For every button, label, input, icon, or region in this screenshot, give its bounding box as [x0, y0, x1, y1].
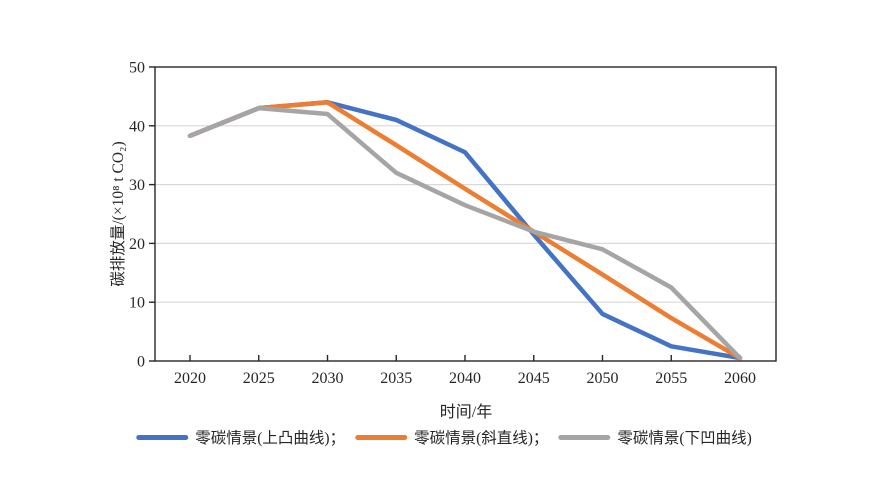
series-line-concave	[187, 105, 743, 361]
y-tick-label: 20	[129, 236, 145, 253]
x-tick-label: 2055	[655, 370, 687, 387]
legend-item-concave: 零碳情景(下凹曲线)	[558, 426, 752, 448]
gridlines	[155, 125, 776, 303]
y-tick-label: 40	[129, 118, 145, 135]
x-tick-label: 2020	[174, 370, 206, 387]
x-tick-label: 2060	[724, 370, 756, 387]
legend: 零碳情景(上凸曲线)； 零碳情景(斜直线)； 零碳情景(下凹曲线)	[136, 426, 752, 448]
legend-item-straight: 零碳情景(斜直线)；	[355, 426, 548, 448]
legend-label-straight: 零碳情景(斜直线)；	[414, 430, 549, 447]
x-axis-ticks: 2020 2025 2030 2035 2040 2045 2050 2055 2060	[174, 355, 756, 387]
legend-label-concave: 零碳情景(下凹曲线)	[617, 430, 752, 447]
y-tick-label: 10	[129, 295, 145, 312]
y-tick-label: 0	[137, 354, 145, 371]
y-tick-label: 50	[129, 60, 145, 77]
series-line-convex	[187, 100, 743, 361]
legend-label-convex: 零碳情景(上凸曲线)；	[195, 430, 346, 447]
legend-swatch-convex-line	[136, 434, 189, 440]
x-tick-label: 2045	[518, 370, 550, 387]
legend-swatch-straight-line	[355, 434, 408, 440]
legend-swatch-concave-line	[558, 434, 611, 440]
x-axis-title: 时间/年	[439, 404, 493, 421]
x-tick-label: 2035	[380, 370, 412, 387]
series-line-straight	[187, 100, 743, 361]
legend-item-convex: 零碳情景(上凸曲线)；	[136, 426, 345, 448]
x-tick-label: 2025	[243, 370, 275, 387]
y-tick-label: 30	[129, 177, 145, 194]
x-tick-label: 2040	[449, 370, 481, 387]
x-tick-label: 2030	[312, 370, 344, 387]
y-axis-ticks: 0 10 20 30 40 50	[129, 60, 155, 371]
y-axis-title: 碳排放量/(×10⁸ t CO₂)	[110, 141, 127, 287]
x-tick-label: 2050	[587, 370, 619, 387]
